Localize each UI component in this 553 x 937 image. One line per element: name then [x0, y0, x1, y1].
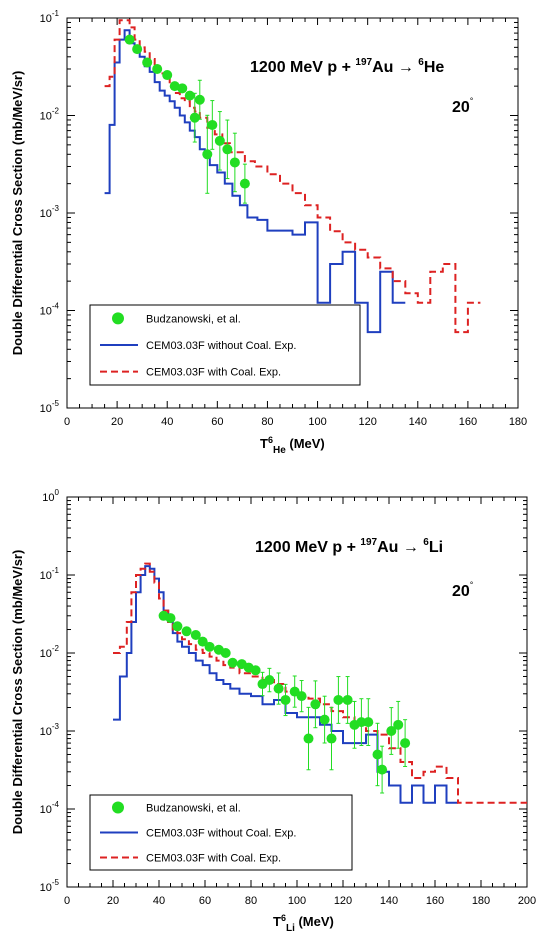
x-tick-label: 40: [153, 895, 165, 907]
y-tick-label: 10-1: [40, 566, 60, 582]
data-point: [181, 626, 192, 637]
x-tick-label: 80: [245, 895, 257, 907]
data-point: [142, 57, 153, 68]
x-tick-label: 160: [459, 416, 477, 428]
data-point: [222, 144, 233, 155]
y-axis-label: Double Differential Cross Section (mb/Me…: [10, 71, 25, 356]
data-point: [386, 726, 397, 736]
data-point: [400, 738, 411, 749]
data-point: [172, 621, 183, 632]
data-point: [169, 81, 180, 92]
data-point: [250, 665, 261, 676]
data-point: [342, 694, 353, 705]
x-tick-label: 140: [380, 895, 398, 907]
data-point: [152, 63, 163, 74]
legend-marker-data: [112, 312, 124, 325]
data-point: [303, 733, 314, 744]
angle-label: 20°: [452, 580, 474, 600]
data-point: [229, 157, 240, 168]
reaction-label: 1200 MeV p + 197Au → 6He: [250, 57, 444, 76]
data-point: [194, 94, 205, 105]
y-axis-label: Double Differential Cross Section (mb/Me…: [10, 550, 25, 835]
data-point: [184, 90, 195, 101]
series-with-coalescence: [113, 562, 527, 804]
legend-label: CEM03.03F with Coal. Exp.: [146, 853, 281, 865]
data-point: [363, 717, 374, 728]
data-point: [296, 691, 307, 702]
data-point: [319, 714, 330, 725]
data-point: [273, 683, 284, 694]
data-point: [214, 135, 225, 146]
x-tick-label: 200: [518, 895, 536, 907]
y-tick-label: 10-5: [40, 878, 60, 894]
data-point: [202, 149, 213, 160]
x-tick-label: 180: [509, 416, 527, 428]
chart-panel-li: 0 20 40 60 80 100 120 140 160 180 200 10-5 10-4 10-3 1…: [10, 488, 536, 934]
x-tick-label: 120: [358, 416, 376, 428]
data-point: [220, 648, 231, 658]
legend-label: CEM03.03F without Coal. Exp.: [146, 828, 296, 840]
x-tick-label: 100: [308, 416, 326, 428]
chart-panel-he: 0 20 40 60 80 100 120 140 160 180 10-5 10-4 10-3 10-2…: [10, 9, 527, 456]
x-tick-label: 0: [64, 416, 70, 428]
y-tick-label: 10-2: [40, 644, 60, 660]
y-tick-label: 10-1: [40, 9, 60, 25]
y-tick-label: 100: [42, 488, 59, 504]
data-point: [227, 657, 238, 668]
legend: Budzanowski, et al. CEM03.03F without Coa…: [89, 794, 353, 871]
legend-label: Budzanowski, et al.: [146, 313, 241, 325]
data-point: [372, 749, 383, 760]
reaction-label: 1200 MeV p + 197Au → 6Li: [255, 537, 443, 556]
y-tick-label: 10-4: [40, 800, 60, 816]
data-point: [124, 34, 135, 45]
data-point: [204, 641, 215, 652]
data-point: [326, 733, 337, 744]
x-tick-label: 80: [261, 416, 273, 428]
legend: Budzanowski, et al. CEM03.03F without Coa…: [89, 304, 361, 386]
x-tick-label: 60: [211, 416, 223, 428]
data-point: [197, 636, 208, 647]
data-point: [333, 694, 344, 705]
y-tick-label: 10-3: [40, 204, 60, 220]
data-point: [356, 717, 367, 728]
x-tick-label: 40: [161, 416, 173, 428]
data-point: [207, 119, 218, 130]
legend-label: CEM03.03F with Coal. Exp.: [146, 367, 281, 379]
legend-label: Budzanowski, et al.: [146, 803, 241, 815]
y-tick-label: 10-3: [40, 722, 60, 738]
data-point: [177, 83, 188, 94]
x-axis-label: T6Li (MeV): [273, 913, 334, 934]
data-point: [280, 694, 291, 705]
data-point: [165, 613, 176, 624]
data-point: [377, 764, 388, 775]
data-point: [162, 70, 173, 81]
x-tick-label: 20: [107, 895, 119, 907]
legend-marker-data: [112, 801, 124, 814]
y-tick-label: 10-5: [40, 399, 60, 415]
x-tick-label: 0: [64, 895, 70, 907]
data-point: [393, 719, 404, 730]
legend-label: CEM03.03F without Coal. Exp.: [146, 340, 296, 352]
x-tick-label: 160: [426, 895, 444, 907]
data-point: [132, 44, 143, 55]
x-tick-label: 60: [199, 895, 211, 907]
x-tick-label: 120: [334, 895, 352, 907]
x-tick-label: 100: [288, 895, 306, 907]
angle-label: 20°: [452, 96, 474, 116]
data-point: [189, 112, 200, 123]
data-point: [239, 178, 250, 189]
data-point: [190, 630, 201, 641]
y-tick-label: 10-2: [40, 107, 60, 123]
x-tick-label: 140: [409, 416, 427, 428]
x-tick-label: 180: [472, 895, 490, 907]
data-point: [264, 675, 275, 686]
data-point: [310, 699, 321, 710]
x-axis-label: T6He (MeV): [260, 435, 325, 456]
x-tick-label: 20: [111, 416, 123, 428]
y-tick-label: 10-4: [40, 302, 60, 318]
